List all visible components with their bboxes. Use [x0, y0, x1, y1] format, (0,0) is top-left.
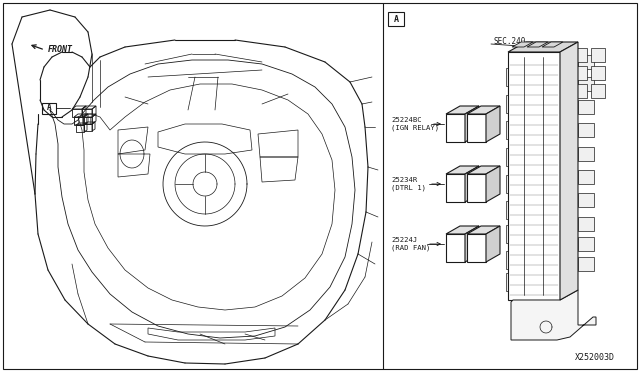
Polygon shape: [486, 106, 500, 142]
Bar: [506, 273, 524, 291]
Bar: [506, 121, 524, 139]
Bar: [578, 217, 594, 231]
Bar: [388, 12, 404, 26]
Polygon shape: [542, 42, 563, 47]
Polygon shape: [467, 174, 486, 202]
Bar: [578, 237, 594, 251]
Bar: [573, 66, 587, 80]
Polygon shape: [486, 166, 500, 202]
Polygon shape: [508, 42, 578, 52]
Bar: [506, 95, 524, 113]
Text: (DTRL 1): (DTRL 1): [391, 185, 426, 191]
Bar: [578, 147, 594, 161]
Polygon shape: [446, 114, 465, 142]
Polygon shape: [560, 42, 578, 300]
Bar: [506, 175, 524, 193]
Polygon shape: [446, 106, 479, 114]
Polygon shape: [467, 226, 500, 234]
Polygon shape: [486, 226, 500, 262]
Polygon shape: [508, 52, 560, 300]
Bar: [573, 48, 587, 62]
Polygon shape: [446, 166, 479, 174]
Text: 25224BC: 25224BC: [391, 117, 422, 123]
Polygon shape: [467, 114, 486, 142]
Polygon shape: [465, 226, 479, 262]
Bar: [506, 251, 524, 269]
Polygon shape: [467, 234, 486, 262]
Text: (RAD FAN): (RAD FAN): [391, 245, 430, 251]
Polygon shape: [467, 106, 500, 114]
Polygon shape: [465, 166, 479, 202]
Text: (IGN RELAY): (IGN RELAY): [391, 125, 439, 131]
Polygon shape: [512, 42, 533, 47]
Text: 25234R: 25234R: [391, 177, 417, 183]
Bar: [578, 100, 594, 114]
Bar: [573, 84, 587, 98]
Polygon shape: [446, 174, 465, 202]
Polygon shape: [465, 106, 479, 142]
Bar: [578, 77, 594, 91]
Bar: [591, 48, 605, 62]
Bar: [578, 55, 594, 69]
Polygon shape: [446, 234, 465, 262]
Polygon shape: [527, 42, 548, 47]
Bar: [506, 148, 524, 166]
Bar: [578, 257, 594, 271]
Bar: [578, 193, 594, 207]
Text: A: A: [394, 15, 399, 23]
Bar: [591, 66, 605, 80]
Bar: [591, 84, 605, 98]
Bar: [42, 103, 56, 114]
Bar: [578, 123, 594, 137]
Polygon shape: [467, 166, 500, 174]
Bar: [578, 170, 594, 184]
Bar: [506, 225, 524, 243]
Text: FRONT: FRONT: [48, 45, 73, 55]
Text: SEC.240: SEC.240: [493, 38, 525, 46]
Text: X252003D: X252003D: [575, 353, 615, 362]
Bar: [506, 68, 524, 86]
Polygon shape: [511, 290, 596, 340]
Text: 25224J: 25224J: [391, 237, 417, 243]
Bar: [506, 201, 524, 219]
Text: A: A: [47, 103, 51, 112]
Polygon shape: [446, 226, 479, 234]
